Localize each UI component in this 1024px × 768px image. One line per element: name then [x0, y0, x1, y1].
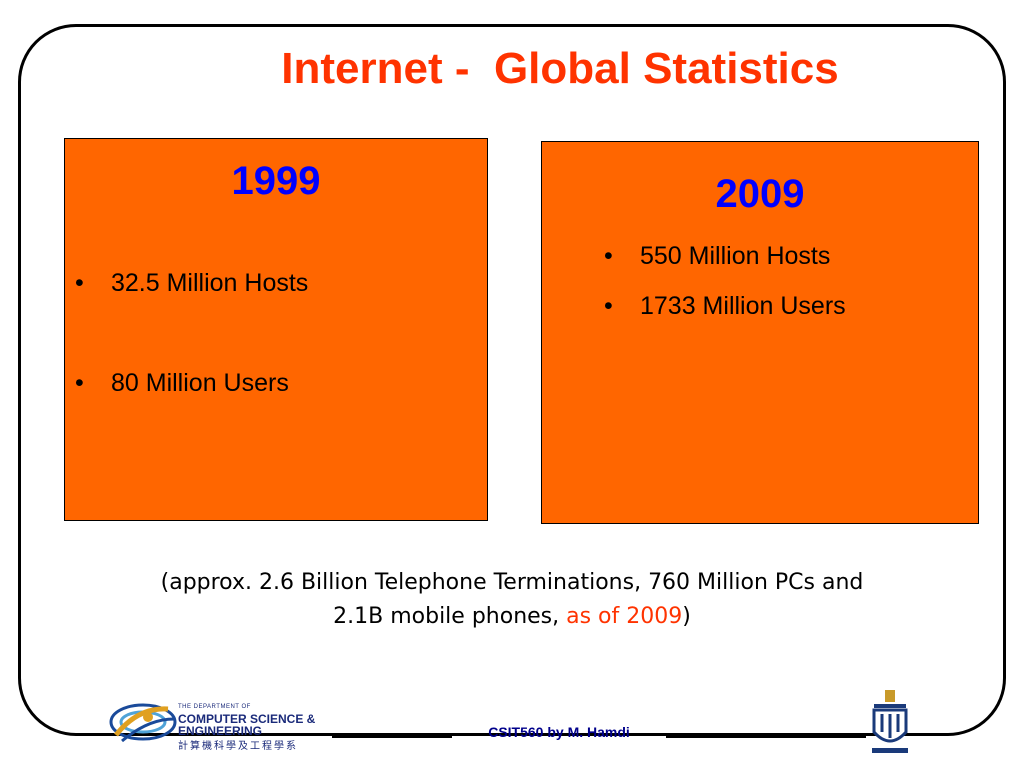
slide-title: Internet - Global Statistics: [281, 44, 839, 93]
bullet-hosts-1999: • 32.5 Million Hosts: [75, 269, 309, 297]
bullet-text: 550 Million Hosts: [640, 242, 831, 270]
bullet-text: 1733 Million Users: [640, 292, 846, 320]
bullet-text: 32.5 Million Hosts: [111, 269, 309, 297]
dept-name-chinese: 計算機科學及工程學系: [178, 741, 298, 752]
bullet-users-2009: • 1733 Million Users: [604, 292, 846, 320]
footnote-close: ): [682, 604, 691, 629]
footer-rule-left: [332, 734, 452, 738]
footer-credit: CSIT560 by M. Hamdi: [488, 724, 630, 740]
department-logo-icon: [109, 703, 177, 743]
footnote: (approx. 2.6 Billion Telephone Terminati…: [60, 566, 964, 634]
footnote-line-2: 2.1B mobile phones, as of 2009): [60, 600, 964, 634]
footer-rule-right: [666, 734, 866, 738]
footnote-highlight: as of 2009: [566, 604, 683, 629]
year-heading-2009: 2009: [715, 172, 805, 216]
footnote-line-1: (approx. 2.6 Billion Telephone Terminati…: [160, 570, 864, 595]
bullet-text: 80 Million Users: [111, 369, 289, 397]
year-heading-1999: 1999: [231, 159, 321, 203]
university-crest-icon: [872, 690, 908, 753]
stats-box-2009: 2009 • 550 Million Hosts • 1733 Million Us…: [541, 141, 979, 524]
dept-name-line-2: ENGINEERING: [178, 724, 263, 738]
dept-small-text: THE DEPARTMENT OF: [178, 704, 251, 710]
footnote-text: 2.1B mobile phones,: [333, 604, 567, 629]
bullet-hosts-2009: • 550 Million Hosts: [604, 242, 831, 270]
stats-box-1999: 1999 • 32.5 Million Hosts • 80 Million Use…: [64, 138, 488, 521]
dept-name-line-1: COMPUTER SCIENCE &: [178, 712, 316, 726]
bullet-users-1999: • 80 Million Users: [75, 369, 289, 397]
